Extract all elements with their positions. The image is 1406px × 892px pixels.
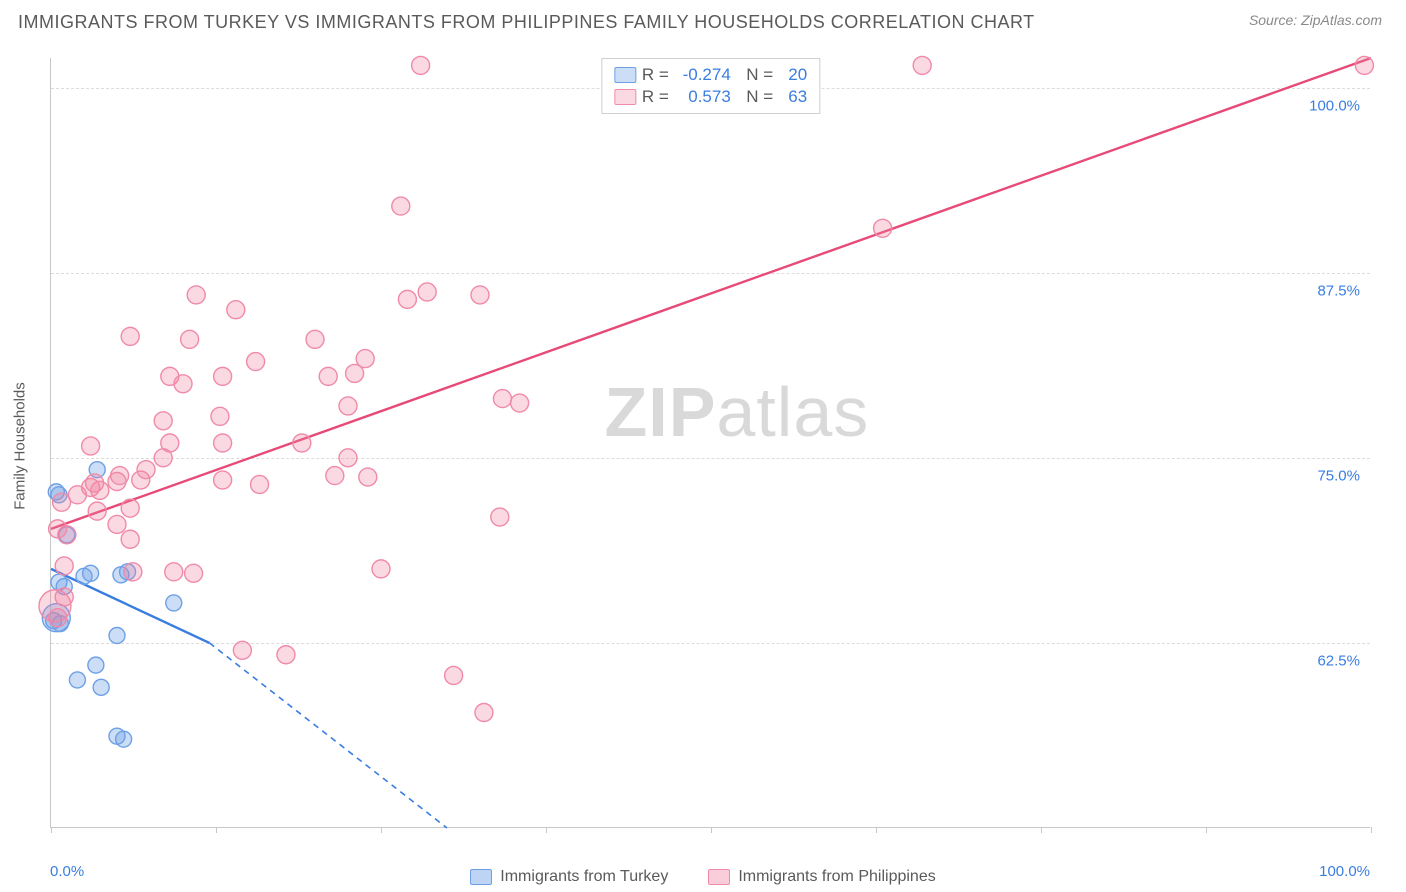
data-point-series-1 bbox=[55, 557, 73, 575]
x-tick bbox=[1041, 827, 1042, 833]
data-point-series-0 bbox=[109, 628, 125, 644]
y-axis-label: Family Households bbox=[12, 382, 29, 510]
data-point-series-1 bbox=[82, 437, 100, 455]
data-point-series-1 bbox=[277, 646, 295, 664]
stat-value-n-1: 63 bbox=[779, 87, 807, 107]
x-tick bbox=[381, 827, 382, 833]
data-point-series-1 bbox=[161, 434, 179, 452]
data-point-series-1 bbox=[339, 449, 357, 467]
x-tick bbox=[546, 827, 547, 833]
data-point-series-1 bbox=[214, 434, 232, 452]
swatch-bottom-0 bbox=[470, 869, 492, 885]
data-point-series-0 bbox=[69, 672, 85, 688]
data-point-series-1 bbox=[214, 471, 232, 489]
data-point-series-1 bbox=[247, 353, 265, 371]
data-point-series-1 bbox=[165, 563, 183, 581]
trend-line bbox=[51, 58, 1371, 529]
data-point-series-0 bbox=[88, 657, 104, 673]
stat-value-r-0: -0.274 bbox=[675, 65, 731, 85]
data-point-series-1 bbox=[475, 704, 493, 722]
legend-item-0: Immigrants from Turkey bbox=[470, 868, 668, 886]
data-point-series-1 bbox=[121, 530, 139, 548]
data-point-series-1 bbox=[108, 515, 126, 533]
data-point-series-1 bbox=[154, 412, 172, 430]
data-point-series-1 bbox=[124, 563, 142, 581]
data-point-series-1 bbox=[306, 330, 324, 348]
data-point-series-1 bbox=[187, 286, 205, 304]
x-tick bbox=[216, 827, 217, 833]
data-point-series-1 bbox=[913, 56, 931, 74]
legend-label-0: Immigrants from Turkey bbox=[500, 868, 668, 886]
data-point-series-1 bbox=[319, 367, 337, 385]
scatter-svg bbox=[51, 58, 1370, 827]
data-point-series-0 bbox=[83, 565, 99, 581]
data-point-series-1 bbox=[251, 475, 269, 493]
data-point-series-1 bbox=[293, 434, 311, 452]
x-tick bbox=[1371, 827, 1372, 833]
data-point-series-1 bbox=[418, 283, 436, 301]
data-point-series-0 bbox=[116, 731, 132, 747]
data-point-series-1 bbox=[137, 461, 155, 479]
data-point-series-1 bbox=[493, 390, 511, 408]
stat-value-n-0: 20 bbox=[779, 65, 807, 85]
data-point-series-1 bbox=[88, 502, 106, 520]
data-point-series-1 bbox=[227, 301, 245, 319]
x-tick bbox=[1206, 827, 1207, 833]
data-point-series-1 bbox=[398, 290, 416, 308]
x-tick bbox=[711, 827, 712, 833]
data-point-series-1 bbox=[121, 327, 139, 345]
data-point-series-1 bbox=[233, 641, 251, 659]
data-point-series-0 bbox=[166, 595, 182, 611]
data-point-series-1 bbox=[491, 508, 509, 526]
chart-source: Source: ZipAtlas.com bbox=[1249, 12, 1382, 28]
legend-stats-row: R = 0.573 N = 63 bbox=[614, 87, 807, 107]
data-point-series-0 bbox=[93, 679, 109, 695]
x-tick bbox=[51, 827, 52, 833]
data-point-series-1 bbox=[511, 394, 529, 412]
swatch-series-0 bbox=[614, 67, 636, 83]
data-point-series-1 bbox=[339, 397, 357, 415]
data-point-series-1 bbox=[49, 609, 67, 627]
legend-bottom: Immigrants from Turkey Immigrants from P… bbox=[0, 868, 1406, 886]
data-point-series-1 bbox=[49, 520, 67, 538]
data-point-series-1 bbox=[121, 499, 139, 517]
data-point-series-1 bbox=[874, 219, 892, 237]
chart-title: IMMIGRANTS FROM TURKEY VS IMMIGRANTS FRO… bbox=[18, 12, 1035, 33]
data-point-series-1 bbox=[181, 330, 199, 348]
swatch-series-1 bbox=[614, 89, 636, 105]
stat-label-r: R = bbox=[642, 65, 669, 85]
data-point-series-1 bbox=[174, 375, 192, 393]
data-point-series-1 bbox=[1355, 56, 1373, 74]
x-axis-min-label: 0.0% bbox=[50, 863, 84, 880]
data-point-series-1 bbox=[185, 564, 203, 582]
legend-label-1: Immigrants from Philippines bbox=[738, 868, 935, 886]
chart-plot-area: ZIPatlas R = -0.274 N = 20 R = 0.573 N =… bbox=[50, 58, 1370, 828]
data-point-series-1 bbox=[111, 467, 129, 485]
data-point-series-1 bbox=[359, 468, 377, 486]
trend-line-extrapolated bbox=[209, 643, 447, 828]
data-point-series-1 bbox=[392, 197, 410, 215]
data-point-series-1 bbox=[372, 560, 390, 578]
data-point-series-1 bbox=[412, 56, 430, 74]
data-point-series-1 bbox=[445, 666, 463, 684]
x-tick bbox=[876, 827, 877, 833]
stat-value-r-1: 0.573 bbox=[675, 87, 731, 107]
stat-label-r: R = bbox=[642, 87, 669, 107]
data-point-series-1 bbox=[471, 286, 489, 304]
data-point-series-1 bbox=[326, 467, 344, 485]
legend-stats-row: R = -0.274 N = 20 bbox=[614, 65, 807, 85]
x-axis-max-label: 100.0% bbox=[1319, 863, 1370, 880]
data-point-series-1 bbox=[55, 588, 73, 606]
data-point-series-1 bbox=[214, 367, 232, 385]
data-point-series-1 bbox=[91, 481, 109, 499]
legend-item-1: Immigrants from Philippines bbox=[708, 868, 935, 886]
swatch-bottom-1 bbox=[708, 869, 730, 885]
data-point-series-1 bbox=[211, 407, 229, 425]
legend-stats-box: R = -0.274 N = 20 R = 0.573 N = 63 bbox=[601, 58, 820, 114]
data-point-series-1 bbox=[356, 350, 374, 368]
